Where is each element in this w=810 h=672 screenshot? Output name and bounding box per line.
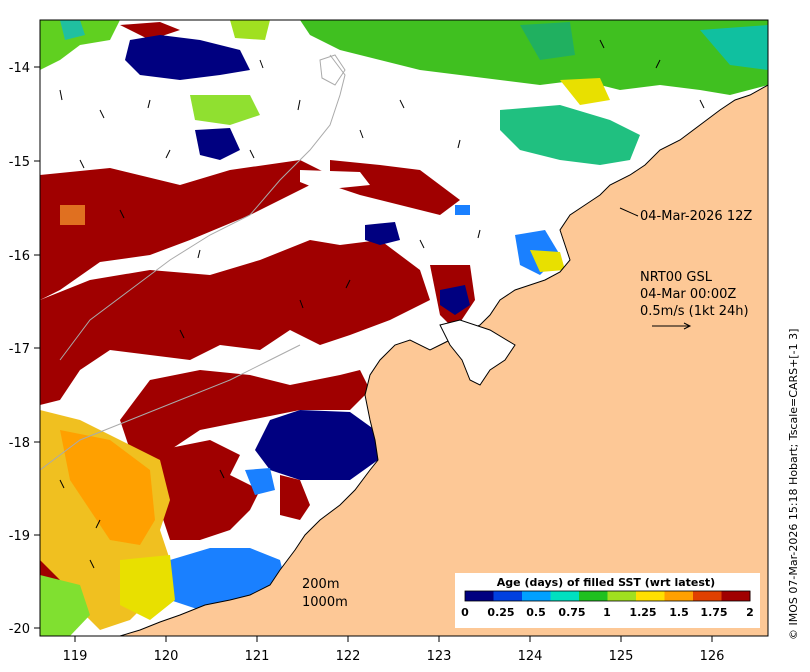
colorbar-tick-label: 1 xyxy=(603,606,611,619)
colorbar-tick-label: 1.75 xyxy=(700,606,727,619)
credit-text: © IMOS 07-Mar-2026 15:18 Hobart; Tscale=… xyxy=(787,329,800,640)
colorbar-swatch xyxy=(693,591,722,601)
colorbar-swatch xyxy=(493,591,523,601)
latitude-tick-labels: -14 -15 -16 -17 -18 -19 -20 xyxy=(9,61,30,637)
lon-tick-label: 121 xyxy=(245,649,270,664)
current-vectors xyxy=(59,39,705,569)
colorbar-tick-label: 0.5 xyxy=(526,606,546,619)
depth-contour-200m-label: 200m xyxy=(302,577,339,592)
current-source-label: NRT00 GSL xyxy=(640,270,713,285)
colorbar-swatch xyxy=(721,591,751,601)
map-plot-area xyxy=(40,20,768,636)
lat-tick-label: -15 xyxy=(9,155,30,170)
timestamp-label: 04-Mar-2026 12Z xyxy=(640,209,752,224)
longitude-tick-labels: 119 120 121 122 123 124 125 126 xyxy=(63,649,725,664)
bathymetry-contours xyxy=(40,54,346,471)
colorbar-tick-label: 0.75 xyxy=(558,606,585,619)
lon-tick-label: 125 xyxy=(609,649,634,664)
colorbar-tick-labels: 0 0.25 0.5 0.75 1 1.25 1.5 1.75 2 xyxy=(461,606,754,619)
current-scale-label: 0.5m/s (1kt 24h) xyxy=(640,304,749,319)
lat-tick-label: -18 xyxy=(9,436,30,451)
land-mass xyxy=(119,84,768,636)
colorbar-tick-label: 1.5 xyxy=(669,606,689,619)
colorbar-gradient xyxy=(465,591,751,601)
axis-tick-marks xyxy=(34,66,713,642)
colorbar-tick-label: 1.25 xyxy=(629,606,656,619)
timestamp-pointer xyxy=(619,207,639,217)
depth-contour-1000m-label: 1000m xyxy=(302,595,348,610)
bay-inlet xyxy=(439,319,516,386)
lat-tick-label: -16 xyxy=(9,249,30,264)
plot-frame xyxy=(39,19,769,637)
current-time-label: 04-Mar 00:00Z xyxy=(640,287,736,302)
colorbar-tick-label: 0.25 xyxy=(487,606,514,619)
lat-tick-label: -17 xyxy=(9,342,30,357)
colorbar-title: Age (days) of filled SST (wrt latest) xyxy=(497,576,715,589)
colorbar-swatch xyxy=(607,591,637,601)
lon-tick-label: 119 xyxy=(63,649,88,664)
colorbar-swatch xyxy=(550,591,580,601)
lat-tick-label: -19 xyxy=(9,529,30,544)
colorbar-swatch xyxy=(522,591,551,601)
sst-age-1day-regions xyxy=(40,170,565,636)
lat-tick-label: -20 xyxy=(9,622,30,637)
colorbar-swatch xyxy=(579,591,608,601)
lat-tick-label: -14 xyxy=(9,61,30,76)
colorbar-swatch xyxy=(664,591,694,601)
lon-tick-label: 123 xyxy=(427,649,452,664)
lon-tick-label: 120 xyxy=(154,649,179,664)
colorbar-swatch xyxy=(465,591,494,601)
lon-tick-label: 124 xyxy=(518,649,543,664)
sst-age-1day-green-regions xyxy=(40,20,768,165)
colorbar-tick-label: 2 xyxy=(746,606,754,619)
sst-age-0day-regions xyxy=(125,35,470,480)
lon-tick-label: 122 xyxy=(336,649,361,664)
colorbar-tick-label: 0 xyxy=(461,606,469,619)
lon-tick-label: 126 xyxy=(700,649,725,664)
colorbar-frame xyxy=(464,590,751,602)
colorbar-swatch xyxy=(636,591,665,601)
current-scale-arrow xyxy=(652,322,692,330)
